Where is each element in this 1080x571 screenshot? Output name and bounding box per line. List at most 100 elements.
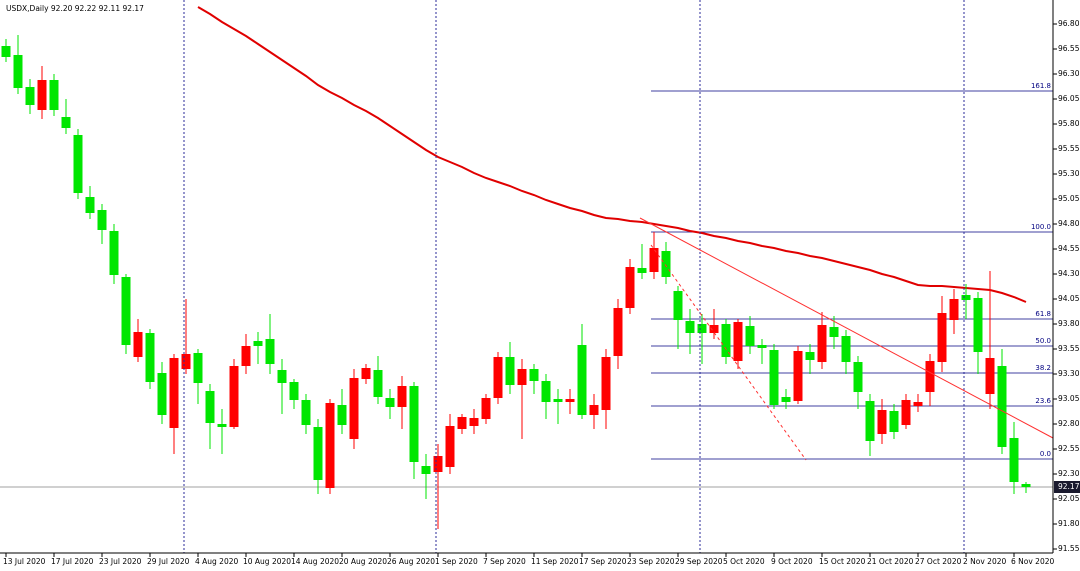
x-tick-label: 23 Jul 2020 [99, 557, 142, 566]
x-tick-label: 7 Sep 2020 [483, 557, 526, 566]
y-tick-label: 94.30 [1058, 269, 1080, 278]
candle-body [241, 346, 251, 366]
candle-body [985, 358, 995, 394]
candle-body [901, 400, 911, 425]
x-tick-label: 6 Nov 2020 [1011, 557, 1054, 566]
y-tick-label: 95.05 [1058, 194, 1080, 203]
candle-body [505, 357, 515, 385]
candle-body [97, 210, 107, 230]
candle-body [661, 251, 671, 277]
moving-average [197, 6, 1027, 303]
candle-body [745, 326, 755, 346]
y-tick-label: 96.80 [1058, 19, 1080, 28]
candle-body [613, 308, 623, 356]
candle-body [313, 427, 323, 480]
candle-body [541, 381, 551, 402]
candle-body [325, 403, 335, 488]
candle-body [25, 87, 35, 105]
candle-body [337, 405, 347, 425]
candle-body [961, 295, 971, 300]
candle-body [733, 322, 743, 361]
candle-body [421, 466, 431, 474]
candle-body [121, 277, 131, 345]
candle-body [289, 382, 299, 400]
candle-body [61, 117, 71, 128]
candle-body [109, 231, 119, 275]
candle-body [73, 135, 83, 193]
candle-body [625, 267, 635, 308]
chart-header: USDX,Daily 92.20 92.22 92.11 92.17 [6, 4, 144, 13]
candle-body [1021, 484, 1031, 487]
candle-body [925, 361, 935, 392]
x-tick-label: 11 Sep 2020 [531, 557, 579, 566]
y-tick-label: 92.30 [1058, 469, 1080, 478]
x-tick-label: 17 Jul 2020 [51, 557, 94, 566]
candle-body [469, 418, 479, 426]
candle-body [265, 339, 275, 364]
candle-body [373, 370, 383, 397]
x-tick-label: 9 Oct 2020 [771, 557, 813, 566]
x-tick-label: 13 Jul 2020 [3, 557, 46, 566]
fib-label: 50.0 [1035, 337, 1051, 345]
current-price-label: 92.17 [1058, 482, 1080, 491]
candle-body [277, 370, 287, 383]
candle-body [433, 456, 443, 472]
candle-body [853, 362, 863, 392]
y-tick-label: 96.30 [1058, 69, 1080, 78]
candle-body [229, 366, 239, 427]
candle-body [601, 357, 611, 410]
x-tick-label: 20 Aug 2020 [339, 557, 387, 566]
candle-body [253, 341, 263, 346]
candle-body [793, 351, 803, 401]
y-tick-label: 91.55 [1058, 544, 1080, 553]
candle-body [637, 268, 647, 273]
candle-body [949, 299, 959, 320]
y-tick-label: 93.30 [1058, 369, 1080, 378]
candle-body [349, 378, 359, 439]
candle-body [769, 350, 779, 405]
candle-body [1, 46, 11, 57]
y-tick-label: 94.55 [1058, 244, 1080, 253]
candle-body [133, 332, 143, 357]
candle-body [397, 386, 407, 407]
fib-label: 161.8 [1031, 82, 1051, 90]
candle-body [37, 80, 47, 110]
fib-label: 23.6 [1035, 397, 1051, 405]
y-tick-label: 91.80 [1058, 519, 1080, 528]
candle-body [973, 298, 983, 352]
candle-body [457, 417, 467, 429]
trend-line [639, 217, 1054, 439]
plot-layer: 161.8 100.0 61.8 50.0 38.2 23.6 0.0 [0, 6, 1053, 529]
candle-body [913, 402, 923, 406]
x-tick-label: 29 Jul 2020 [147, 557, 190, 566]
x-tick-label: 1 Sep 2020 [435, 557, 478, 566]
current-price-box [1054, 481, 1080, 493]
candle-body [361, 368, 371, 379]
candle-body [445, 426, 455, 467]
y-tick-label: 96.05 [1058, 94, 1080, 103]
candle-body [409, 386, 419, 462]
x-tick-label: 26 Aug 2020 [387, 557, 435, 566]
candle-body [493, 357, 503, 398]
trend-line [650, 244, 807, 461]
y-tick-label: 92.80 [1058, 419, 1080, 428]
fib-label: 38.2 [1035, 364, 1051, 372]
candle-body [841, 336, 851, 362]
candle-body [781, 397, 791, 402]
x-tick-label: 10 Aug 2020 [243, 557, 291, 566]
y-tick-label: 94.05 [1058, 294, 1080, 303]
candle-body [145, 333, 155, 382]
candle-body [205, 391, 215, 423]
candle-body [157, 373, 167, 415]
candle-body [997, 366, 1007, 447]
candle-body [805, 352, 815, 360]
candle-body [685, 321, 695, 333]
x-tick-label: 15 Oct 2020 [819, 557, 866, 566]
candle-body [169, 358, 179, 428]
x-tick-label: 17 Sep 2020 [579, 557, 627, 566]
candle-body [181, 354, 191, 369]
x-tick-label: 27 Oct 2020 [915, 557, 962, 566]
candle-body [13, 55, 23, 88]
